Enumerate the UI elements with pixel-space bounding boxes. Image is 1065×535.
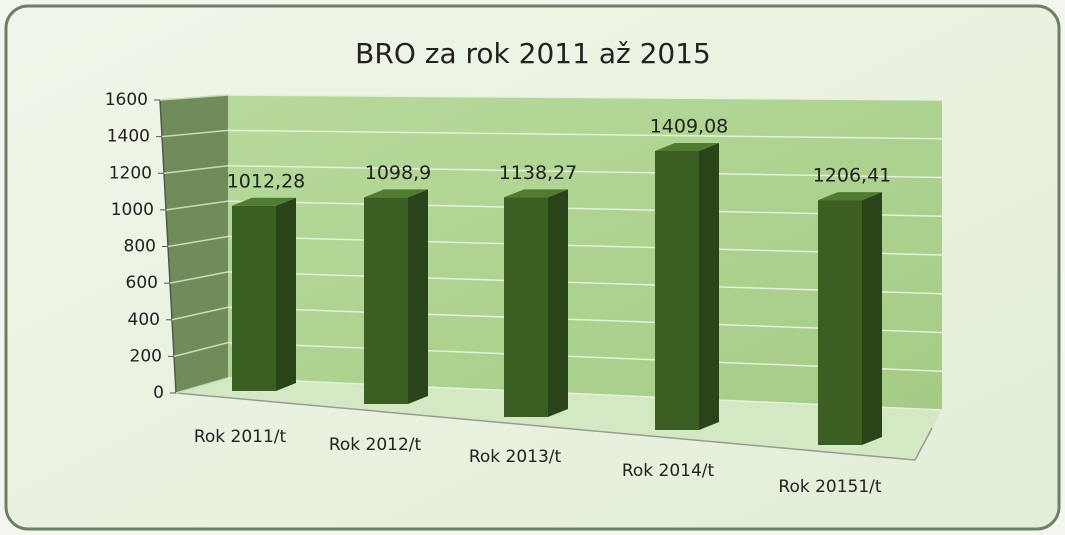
grid-line [175,377,229,394]
bar [655,143,719,430]
bar-side [699,143,719,430]
y-tick-label: 200 [130,346,162,366]
value-label: 1138,27 [499,162,578,184]
bar [364,189,428,404]
y-tick-label: 1200 [109,163,152,183]
x-tick-label: Rok 20151/t [778,477,882,497]
y-tick-label: 1600 [105,90,148,110]
grid-line [163,165,229,174]
x-tick-label: Rok 2013/t [469,447,562,467]
x-tick-label: Rok 2014/t [622,461,715,481]
y-tick-label: 0 [153,383,164,403]
bar-top [655,143,719,152]
grid-line [159,94,229,101]
bar-side [862,192,882,445]
grid-line [227,94,943,101]
bar [504,189,568,417]
bar-side [548,189,568,417]
x-tick-label: Rok 2011/t [194,427,287,447]
bar-top [504,189,568,198]
bar-front [232,205,276,391]
bar-top [364,189,428,198]
value-label: 1012,28 [227,170,306,192]
bar-front [655,151,699,430]
floor-edge [175,392,933,461]
y-tick-label: 600 [126,273,158,293]
value-label: 1206,41 [813,165,892,187]
bar-side [408,189,428,404]
grid-line [167,235,229,248]
grid-line [165,200,229,211]
chart-title: BRO za rok 2011 až 2015 [355,37,711,70]
bar-side [276,197,296,391]
y-tick-label: 800 [124,237,156,257]
y-tick-label: 1000 [111,200,154,220]
grid-line [173,341,229,358]
grid-line [161,129,229,138]
value-label: 1098,9 [365,162,431,184]
bar [818,192,882,445]
grid-line [227,129,943,140]
bar-front [364,197,408,404]
grid-line [171,306,229,321]
y-tick-label: 400 [128,310,160,330]
bar-front [818,200,862,445]
x-tick-label: Rok 2012/t [329,435,422,455]
bar-front [504,197,548,417]
grid-line [227,165,943,179]
bar [232,197,296,391]
y-tick-label: 1400 [107,127,150,147]
grid-line [169,271,229,284]
value-label: 1409,08 [650,116,729,138]
bar-top [232,197,296,206]
bar-top [818,192,882,201]
